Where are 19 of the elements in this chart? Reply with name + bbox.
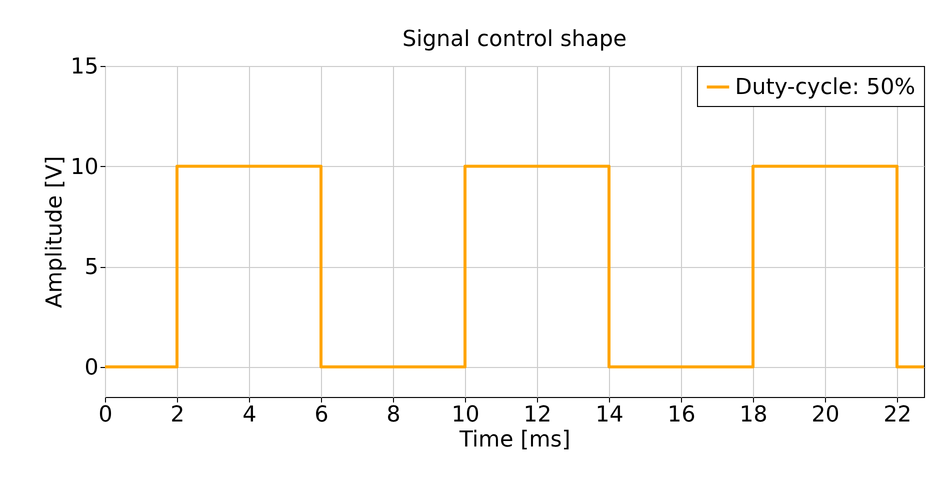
x-tick-label: 6 — [314, 402, 328, 428]
x-tick-label: 18 — [740, 402, 768, 428]
x-tick-label: 2 — [170, 402, 184, 428]
y-axis-title: Amplitude [V] — [42, 156, 68, 308]
x-tick-label: 12 — [524, 402, 552, 428]
chart-title: Signal control shape — [402, 27, 627, 52]
x-tick-label: 16 — [668, 402, 696, 428]
x-tick-label: 20 — [812, 402, 840, 428]
y-tick-label: 0 — [84, 355, 98, 380]
x-tick-label: 22 — [884, 402, 912, 428]
x-tick-label: 10 — [452, 402, 480, 428]
y-tick-label: 5 — [84, 255, 98, 280]
x-axis-title: Time [ms] — [458, 428, 570, 452]
x-tick-label: 4 — [242, 402, 256, 428]
y-tick-label: 10 — [70, 154, 98, 180]
legend-label: Duty-cycle: 50% — [735, 75, 916, 100]
y-tick-label: 15 — [70, 54, 98, 80]
x-tick-label: 8 — [386, 402, 400, 428]
x-tick-label: 14 — [596, 402, 624, 428]
